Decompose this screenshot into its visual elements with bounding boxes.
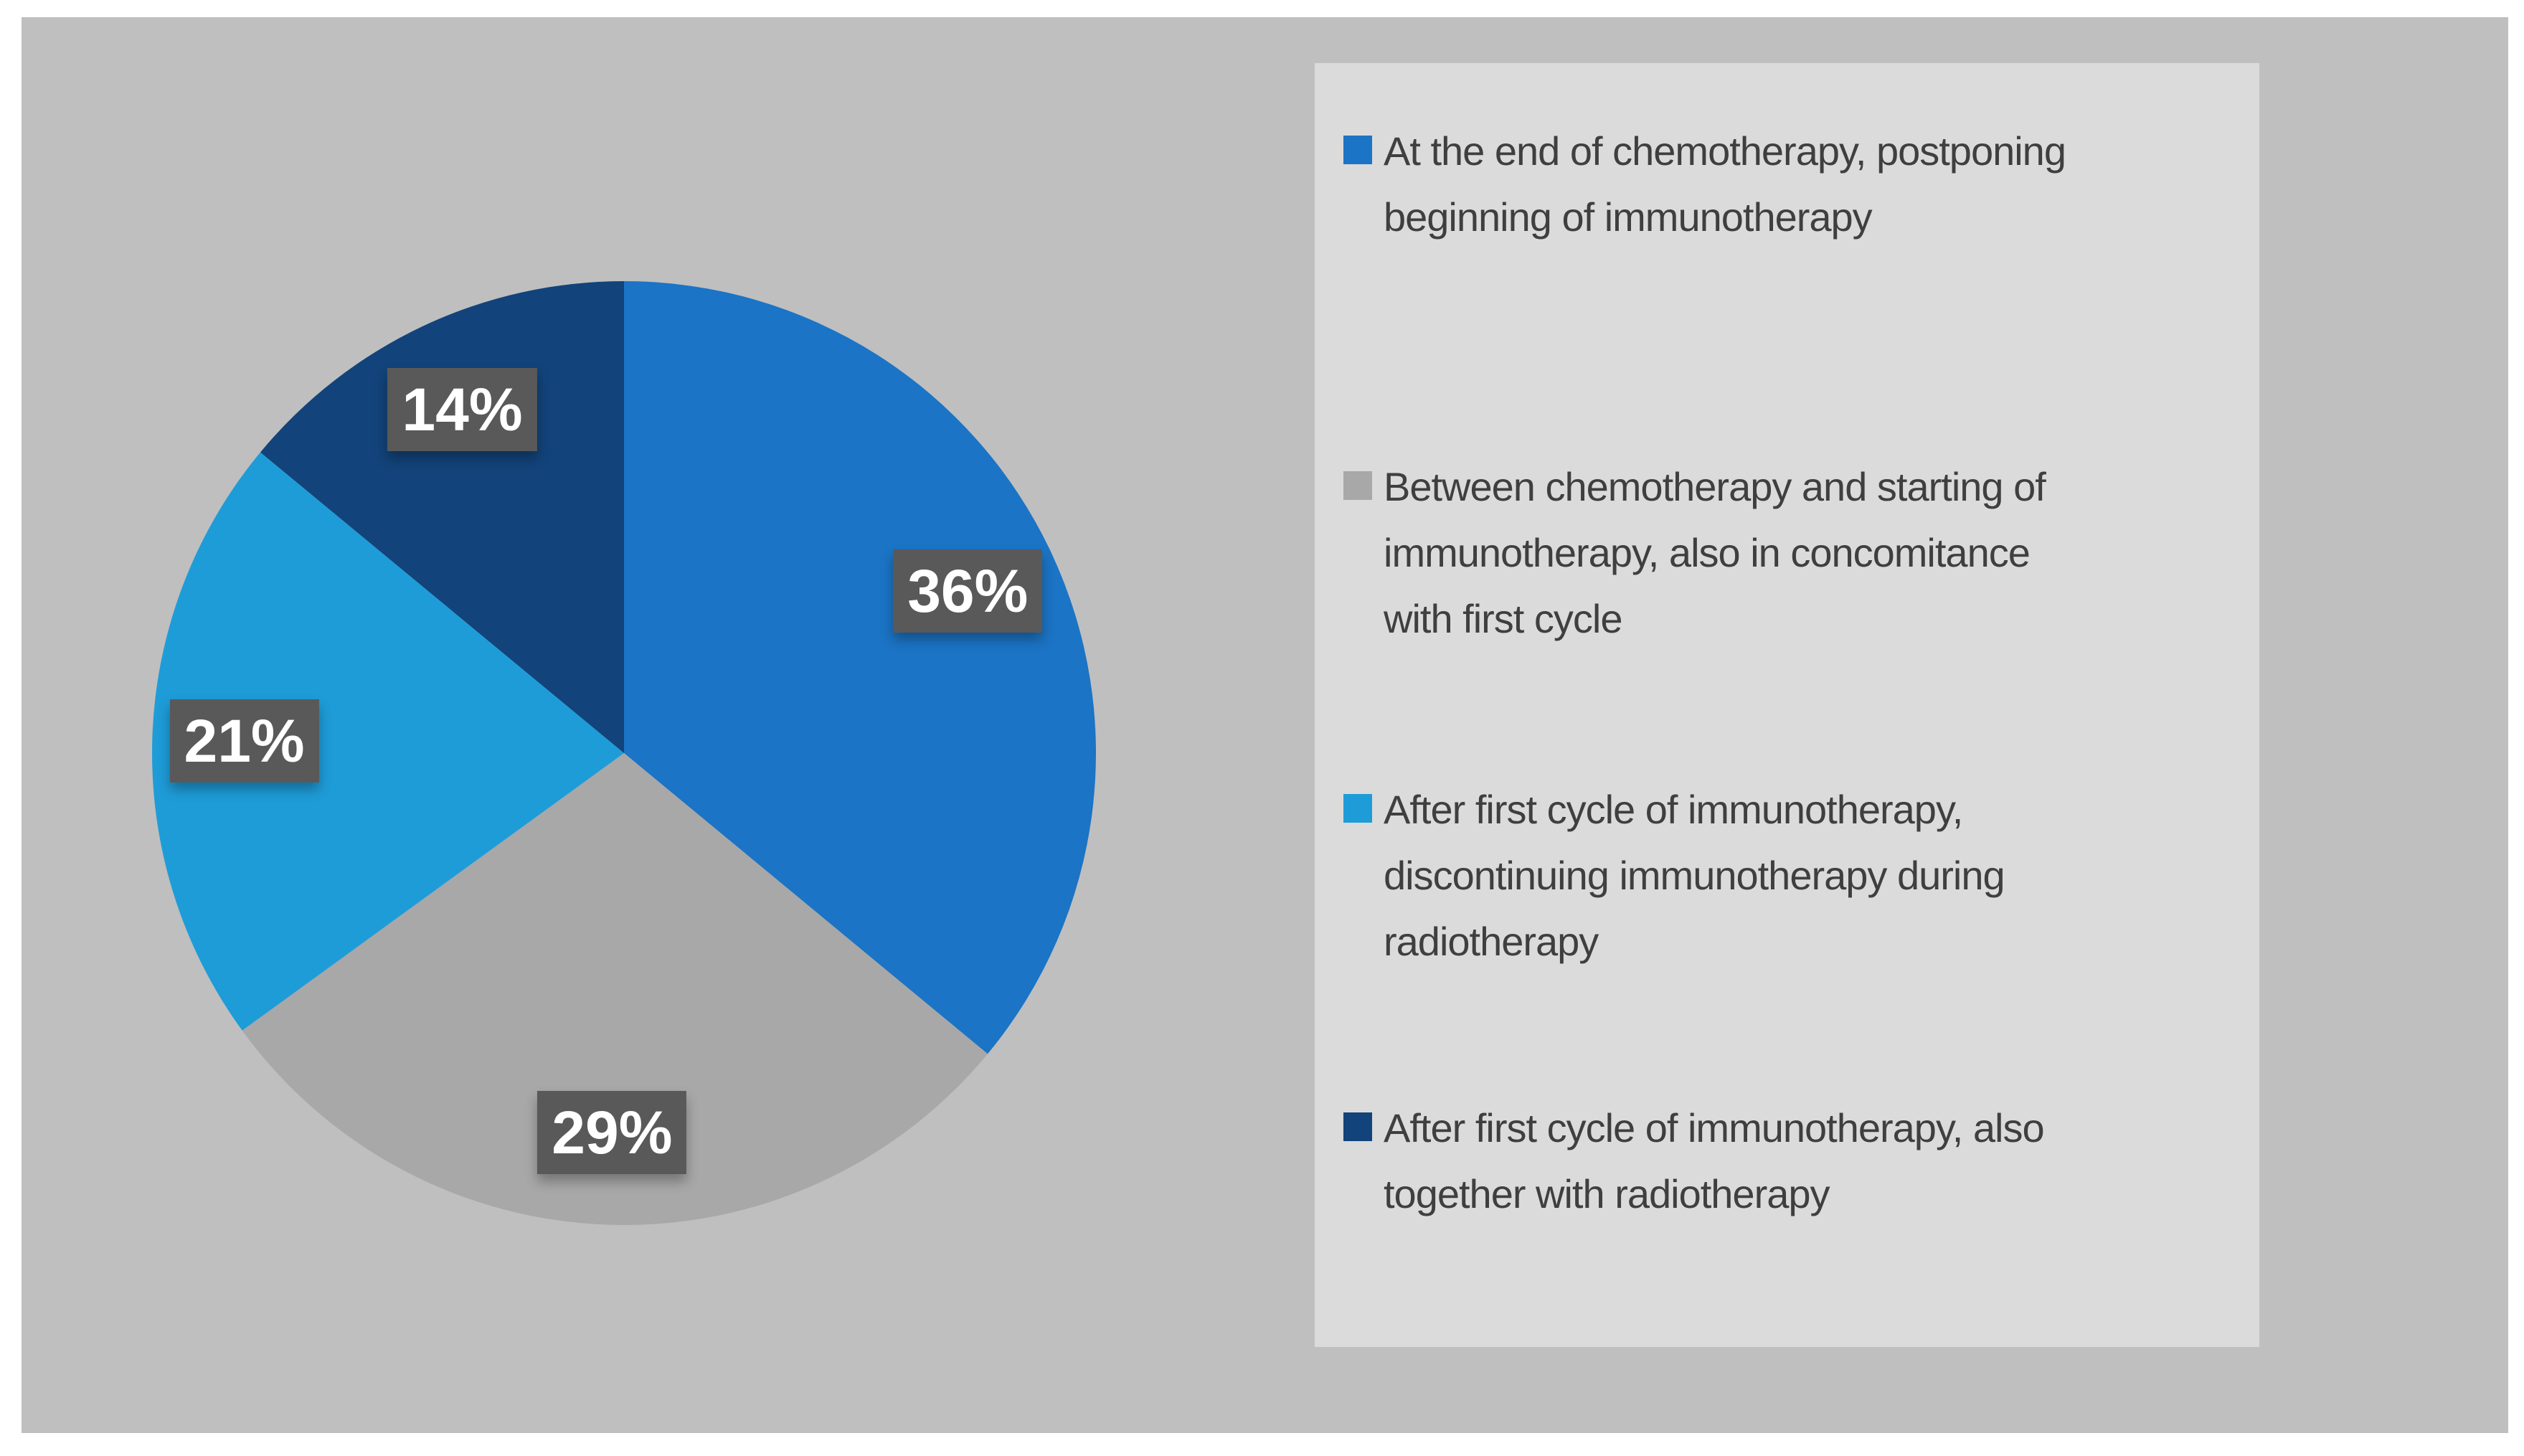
legend-label: After first cycle of immunotherapy, disco…: [1384, 777, 2005, 975]
pie-chart: 36% 29% 21% 14%: [152, 281, 1096, 1225]
legend-label-line: After first cycle of immunotherapy, also: [1384, 1105, 2045, 1150]
pie-data-label: 14%: [387, 367, 537, 451]
pie-data-label: 29%: [537, 1091, 687, 1175]
legend-label: At the end of chemotherapy, postponing be…: [1384, 118, 2066, 250]
legend-label-line: discontinuing immunotherapy during: [1384, 853, 2005, 898]
legend-label-line: After first cycle of immunotherapy,: [1384, 787, 1963, 832]
legend-item: At the end of chemotherapy, postponing be…: [1343, 118, 2066, 250]
legend-label: After first cycle of immunotherapy, also…: [1384, 1095, 2045, 1227]
legend-item: Between chemotherapy and starting of immu…: [1343, 454, 2046, 652]
legend-label-line: Between chemotherapy and starting of: [1384, 464, 2046, 509]
legend-label-line: radiotherapy: [1384, 919, 1599, 964]
legend-item: After first cycle of immunotherapy, also…: [1343, 1095, 2045, 1227]
legend-label-line: with first cycle: [1384, 596, 1622, 641]
pie-slice: [624, 281, 1096, 1054]
pie-data-label: 36%: [893, 549, 1043, 633]
legend-label-line: immunotherapy, also in concomitance: [1384, 530, 2031, 575]
legend-label-line: beginning of immunotherapy: [1384, 194, 1873, 240]
legend: At the end of chemotherapy, postponing be…: [1315, 63, 2259, 1347]
legend-label: Between chemotherapy and starting of immu…: [1384, 454, 2046, 652]
legend-marker-icon: [1343, 471, 1372, 500]
pie-slice: [242, 753, 988, 1225]
chart-area: 36% 29% 21% 14% At the end of chemotherapy,…: [22, 17, 2508, 1433]
legend-label-line: together with radiotherapy: [1384, 1171, 1830, 1216]
pie-slice: [152, 452, 624, 1031]
pie-data-label: 21%: [169, 699, 319, 783]
legend-label-line: At the end of chemotherapy, postponing: [1384, 128, 2066, 174]
legend-item: After first cycle of immunotherapy, disco…: [1343, 777, 2005, 975]
legend-marker-icon: [1343, 136, 1372, 164]
legend-marker-icon: [1343, 794, 1372, 823]
legend-marker-icon: [1343, 1112, 1372, 1141]
